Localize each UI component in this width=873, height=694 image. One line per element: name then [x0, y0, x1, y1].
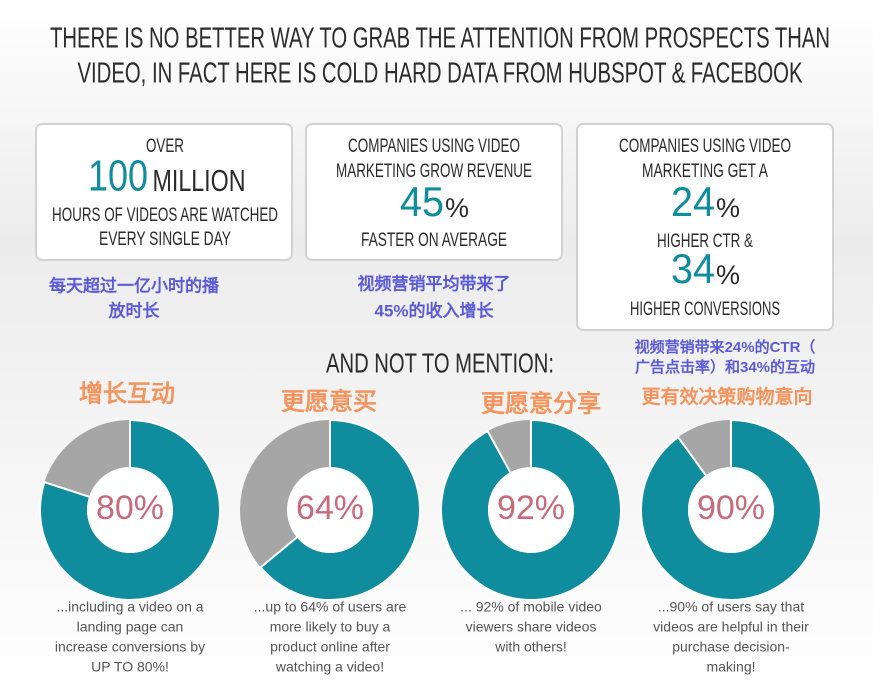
caption: more likely to buy a: [270, 619, 391, 635]
stat-text: HIGHER CONVERSIONS: [630, 299, 780, 320]
caption: making!: [706, 659, 755, 675]
stat-text: MARKETING GROW REVENUE: [336, 161, 532, 182]
stat-text: MARKETING GET A: [642, 161, 768, 182]
caption: ...90% of users say that: [658, 599, 804, 615]
stat-text: FASTER ON AVERAGE: [361, 230, 507, 251]
caption: UP TO 80%!: [91, 659, 169, 675]
donut-heading: 更愿意分享: [481, 389, 601, 417]
stat-figure: 34: [671, 245, 715, 292]
stat-text: EVERY SINGLE DAY: [99, 229, 231, 250]
caption: landing page can: [77, 619, 184, 635]
note: 视频营销带来24%的CTR（: [635, 338, 816, 356]
donut-value: 90%: [697, 489, 765, 527]
donut-heading: 更有效决策购物意向: [641, 385, 812, 408]
stat-text: OVER: [146, 136, 184, 157]
note: 每天超过一亿小时的播: [49, 275, 220, 295]
stat-figure-suffix: MILLION: [153, 163, 246, 198]
caption: ...up to 64% of users are: [254, 599, 407, 615]
stat-figure: 100: [88, 152, 148, 201]
caption: increase conversions by: [55, 639, 205, 655]
caption: with others!: [494, 639, 567, 655]
stat-text: HOURS OF VIDEOS ARE WATCHED: [52, 205, 278, 226]
subtitle: AND NOT TO MENTION:: [326, 347, 554, 378]
donut-value: 92%: [497, 489, 565, 527]
stat-figure: 45: [400, 178, 444, 225]
donut-heading: 更愿意买: [281, 387, 377, 415]
caption: ...including a video on a: [56, 599, 203, 615]
note: 45%的收入增长: [374, 300, 494, 320]
donut-hole: [688, 467, 774, 553]
stat-text: HIGHER CTR &: [657, 231, 753, 252]
caption: ... 92% of mobile video: [460, 599, 602, 615]
title-line: THERE IS NO BETTER WAY TO GRAB THE ATTEN…: [50, 23, 830, 55]
caption: purchase decision-: [672, 639, 790, 655]
donut-value: 64%: [296, 489, 364, 527]
caption: product online after: [270, 639, 390, 655]
stat-figure-suffix: %: [716, 193, 740, 223]
stat-figure-suffix: %: [716, 260, 740, 290]
note: 放时长: [108, 300, 161, 320]
stat-box: [35, 123, 293, 261]
donut-value: 80%: [96, 489, 164, 527]
stat-figure-suffix: %: [445, 193, 469, 223]
donut-hole: [287, 467, 373, 553]
donut-hole: [87, 467, 173, 553]
donut-heading: 增长互动: [79, 379, 175, 407]
donut-hole: [488, 467, 574, 553]
note: 广告点击率）和34%的互动: [635, 358, 815, 376]
caption: viewers share videos: [466, 619, 597, 635]
note: 视频营销平均带来了: [358, 273, 511, 293]
title-line: VIDEO, IN FACT HERE IS COLD HARD DATA FR…: [78, 58, 803, 90]
stat-box: [576, 123, 834, 331]
caption: watching a video!: [275, 659, 384, 675]
stat-box: [305, 123, 563, 261]
caption: videos are helpful in their: [653, 619, 809, 635]
stat-figure: 24: [671, 178, 715, 225]
stat-text: COMPANIES USING VIDEO: [619, 136, 791, 157]
stat-text: COMPANIES USING VIDEO: [348, 136, 520, 157]
